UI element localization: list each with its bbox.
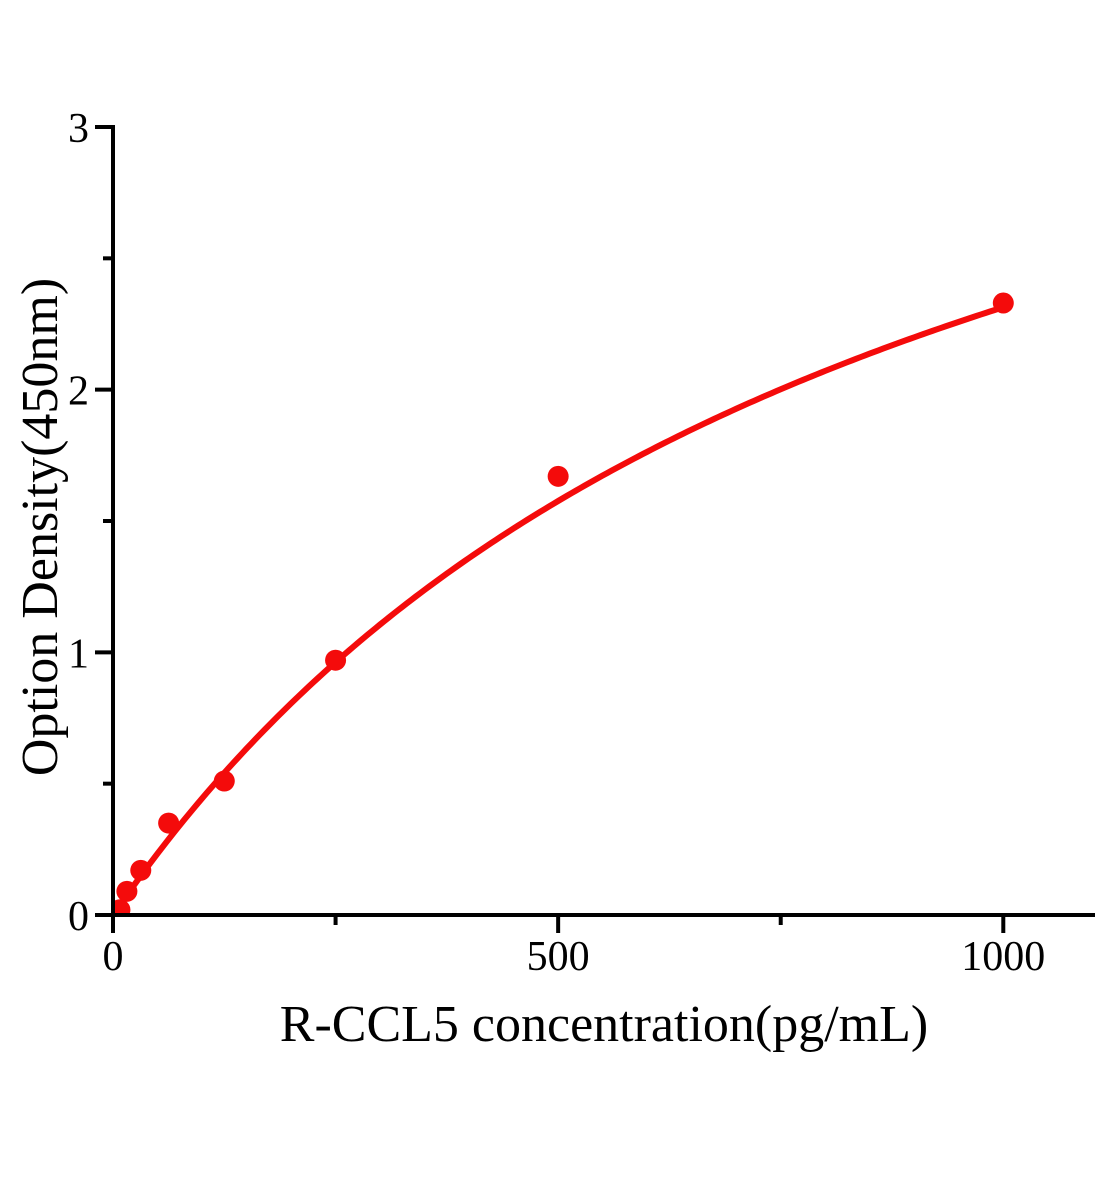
y-tick-label: 0 [68, 894, 89, 940]
axes-layer: 0 500 1000 0 1 2 3 [68, 106, 1095, 980]
data-point [130, 859, 152, 881]
y-axis-tick-labels: 0 1 2 3 [68, 106, 89, 940]
x-tick-label: 1000 [961, 934, 1045, 980]
x-tick-label: 500 [527, 934, 590, 980]
y-axis-ticks [95, 125, 113, 917]
y-tick-label: 1 [68, 631, 89, 677]
x-axis-tick-labels: 0 500 1000 [103, 934, 1046, 980]
x-axis-ticks [111, 915, 1006, 933]
y-axis-title: Option Density(450nm) [12, 278, 69, 776]
data-point [158, 812, 180, 834]
data-point [116, 880, 138, 902]
data-point [113, 899, 131, 915]
data-point [547, 465, 569, 487]
y-tick-label: 3 [68, 106, 89, 152]
fit-curve [113, 304, 1007, 915]
y-tick-label: 2 [68, 369, 89, 415]
x-tick-label: 0 [103, 934, 124, 980]
series-layer [113, 292, 1014, 915]
data-point [213, 770, 235, 792]
x-axis-title: R-CCL5 concentration(pg/mL) [280, 996, 928, 1053]
data-point [325, 649, 347, 671]
data-point [992, 292, 1014, 314]
